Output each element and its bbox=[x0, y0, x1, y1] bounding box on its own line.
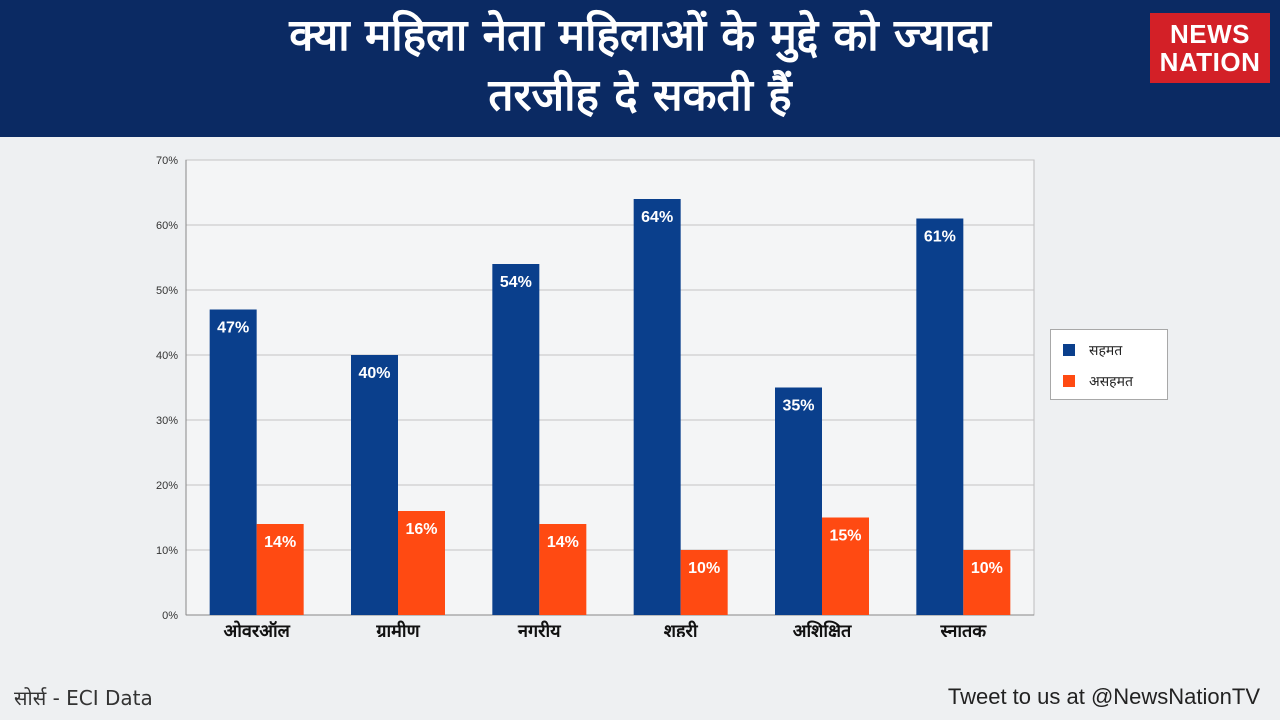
legend-swatch-agree bbox=[1063, 344, 1075, 356]
bar-disagree-4 bbox=[680, 550, 728, 615]
data-label-agree-6: 61% bbox=[924, 229, 956, 246]
y-tick-label: 0% bbox=[162, 610, 178, 622]
data-label-disagree-3: 14% bbox=[547, 534, 579, 551]
x-tick-label: शहरी bbox=[664, 620, 699, 637]
source-note: सोर्स - ECI Data bbox=[14, 686, 153, 710]
x-tick-label: ओवरऑल bbox=[223, 620, 290, 637]
plot-area bbox=[185, 159, 1035, 616]
page-title: क्या महिला नेता महिलाओं के मुद्दे को ज्य… bbox=[160, 6, 1120, 126]
chart-legend: सहमत असहमत bbox=[1050, 329, 1168, 400]
x-tick-label: स्नातक bbox=[940, 621, 988, 637]
data-label-agree-2: 40% bbox=[358, 365, 390, 382]
data-label-agree-1: 47% bbox=[217, 320, 249, 337]
y-tick-label: 50% bbox=[156, 285, 178, 297]
bar-chart: 0% 10% 20% 30% 40% 50% 60% 70% 47% 14% ओवरऑल 40% 16%… bbox=[156, 155, 1035, 637]
data-label-agree-3: 54% bbox=[500, 274, 532, 291]
legend-swatch-disagree bbox=[1063, 375, 1075, 387]
y-tick-label: 70% bbox=[156, 155, 178, 167]
data-label-disagree-6: 10% bbox=[971, 560, 1003, 577]
legend-item-agree: सहमत bbox=[1063, 340, 1122, 360]
bar-agree-2 bbox=[351, 355, 398, 615]
y-tick-label: 40% bbox=[156, 350, 178, 362]
data-label-disagree-2: 16% bbox=[405, 521, 437, 538]
y-tick-label: 60% bbox=[156, 220, 178, 232]
bar-disagree-2 bbox=[398, 511, 445, 615]
y-tick-label: 20% bbox=[156, 480, 178, 492]
header-banner: क्या महिला नेता महिलाओं के मुद्दे को ज्य… bbox=[0, 0, 1280, 137]
bar-disagree-3 bbox=[539, 524, 587, 615]
bar-disagree-6 bbox=[963, 550, 1011, 615]
legend-label-disagree: असहमत bbox=[1089, 373, 1133, 390]
title-line-1: क्या महिला नेता महिलाओं के मुद्दे को ज्य… bbox=[289, 10, 991, 61]
tweet-note: Tweet to us at @NewsNationTV bbox=[947, 684, 1260, 709]
x-tick-label: ग्रामीण bbox=[375, 620, 420, 637]
bar-agree-1 bbox=[209, 309, 257, 615]
data-label-agree-4: 64% bbox=[641, 209, 673, 226]
x-tick-label: अशिक्षित bbox=[793, 620, 852, 637]
data-label-disagree-5: 15% bbox=[829, 528, 861, 545]
bar-disagree-5 bbox=[822, 517, 869, 615]
bar-agree-3 bbox=[492, 264, 540, 615]
title-line-2: तरजीह दे सकती हैं bbox=[488, 70, 792, 121]
x-tick-label: नगरीय bbox=[517, 620, 562, 637]
bar-disagree-1 bbox=[256, 524, 304, 615]
bar-agree-6 bbox=[916, 218, 964, 615]
data-label-disagree-4: 10% bbox=[688, 560, 720, 577]
y-tick-label: 10% bbox=[156, 545, 178, 557]
legend-label-agree: सहमत bbox=[1089, 342, 1123, 359]
legend-item-disagree: असहमत bbox=[1063, 371, 1133, 391]
bar-agree-5 bbox=[775, 387, 822, 615]
bar-agree-4 bbox=[633, 199, 681, 615]
y-tick-label: 30% bbox=[156, 415, 178, 427]
news-nation-logo: NEWS NATION bbox=[1150, 13, 1270, 83]
data-label-disagree-1: 14% bbox=[264, 534, 296, 551]
data-label-agree-5: 35% bbox=[782, 398, 814, 415]
